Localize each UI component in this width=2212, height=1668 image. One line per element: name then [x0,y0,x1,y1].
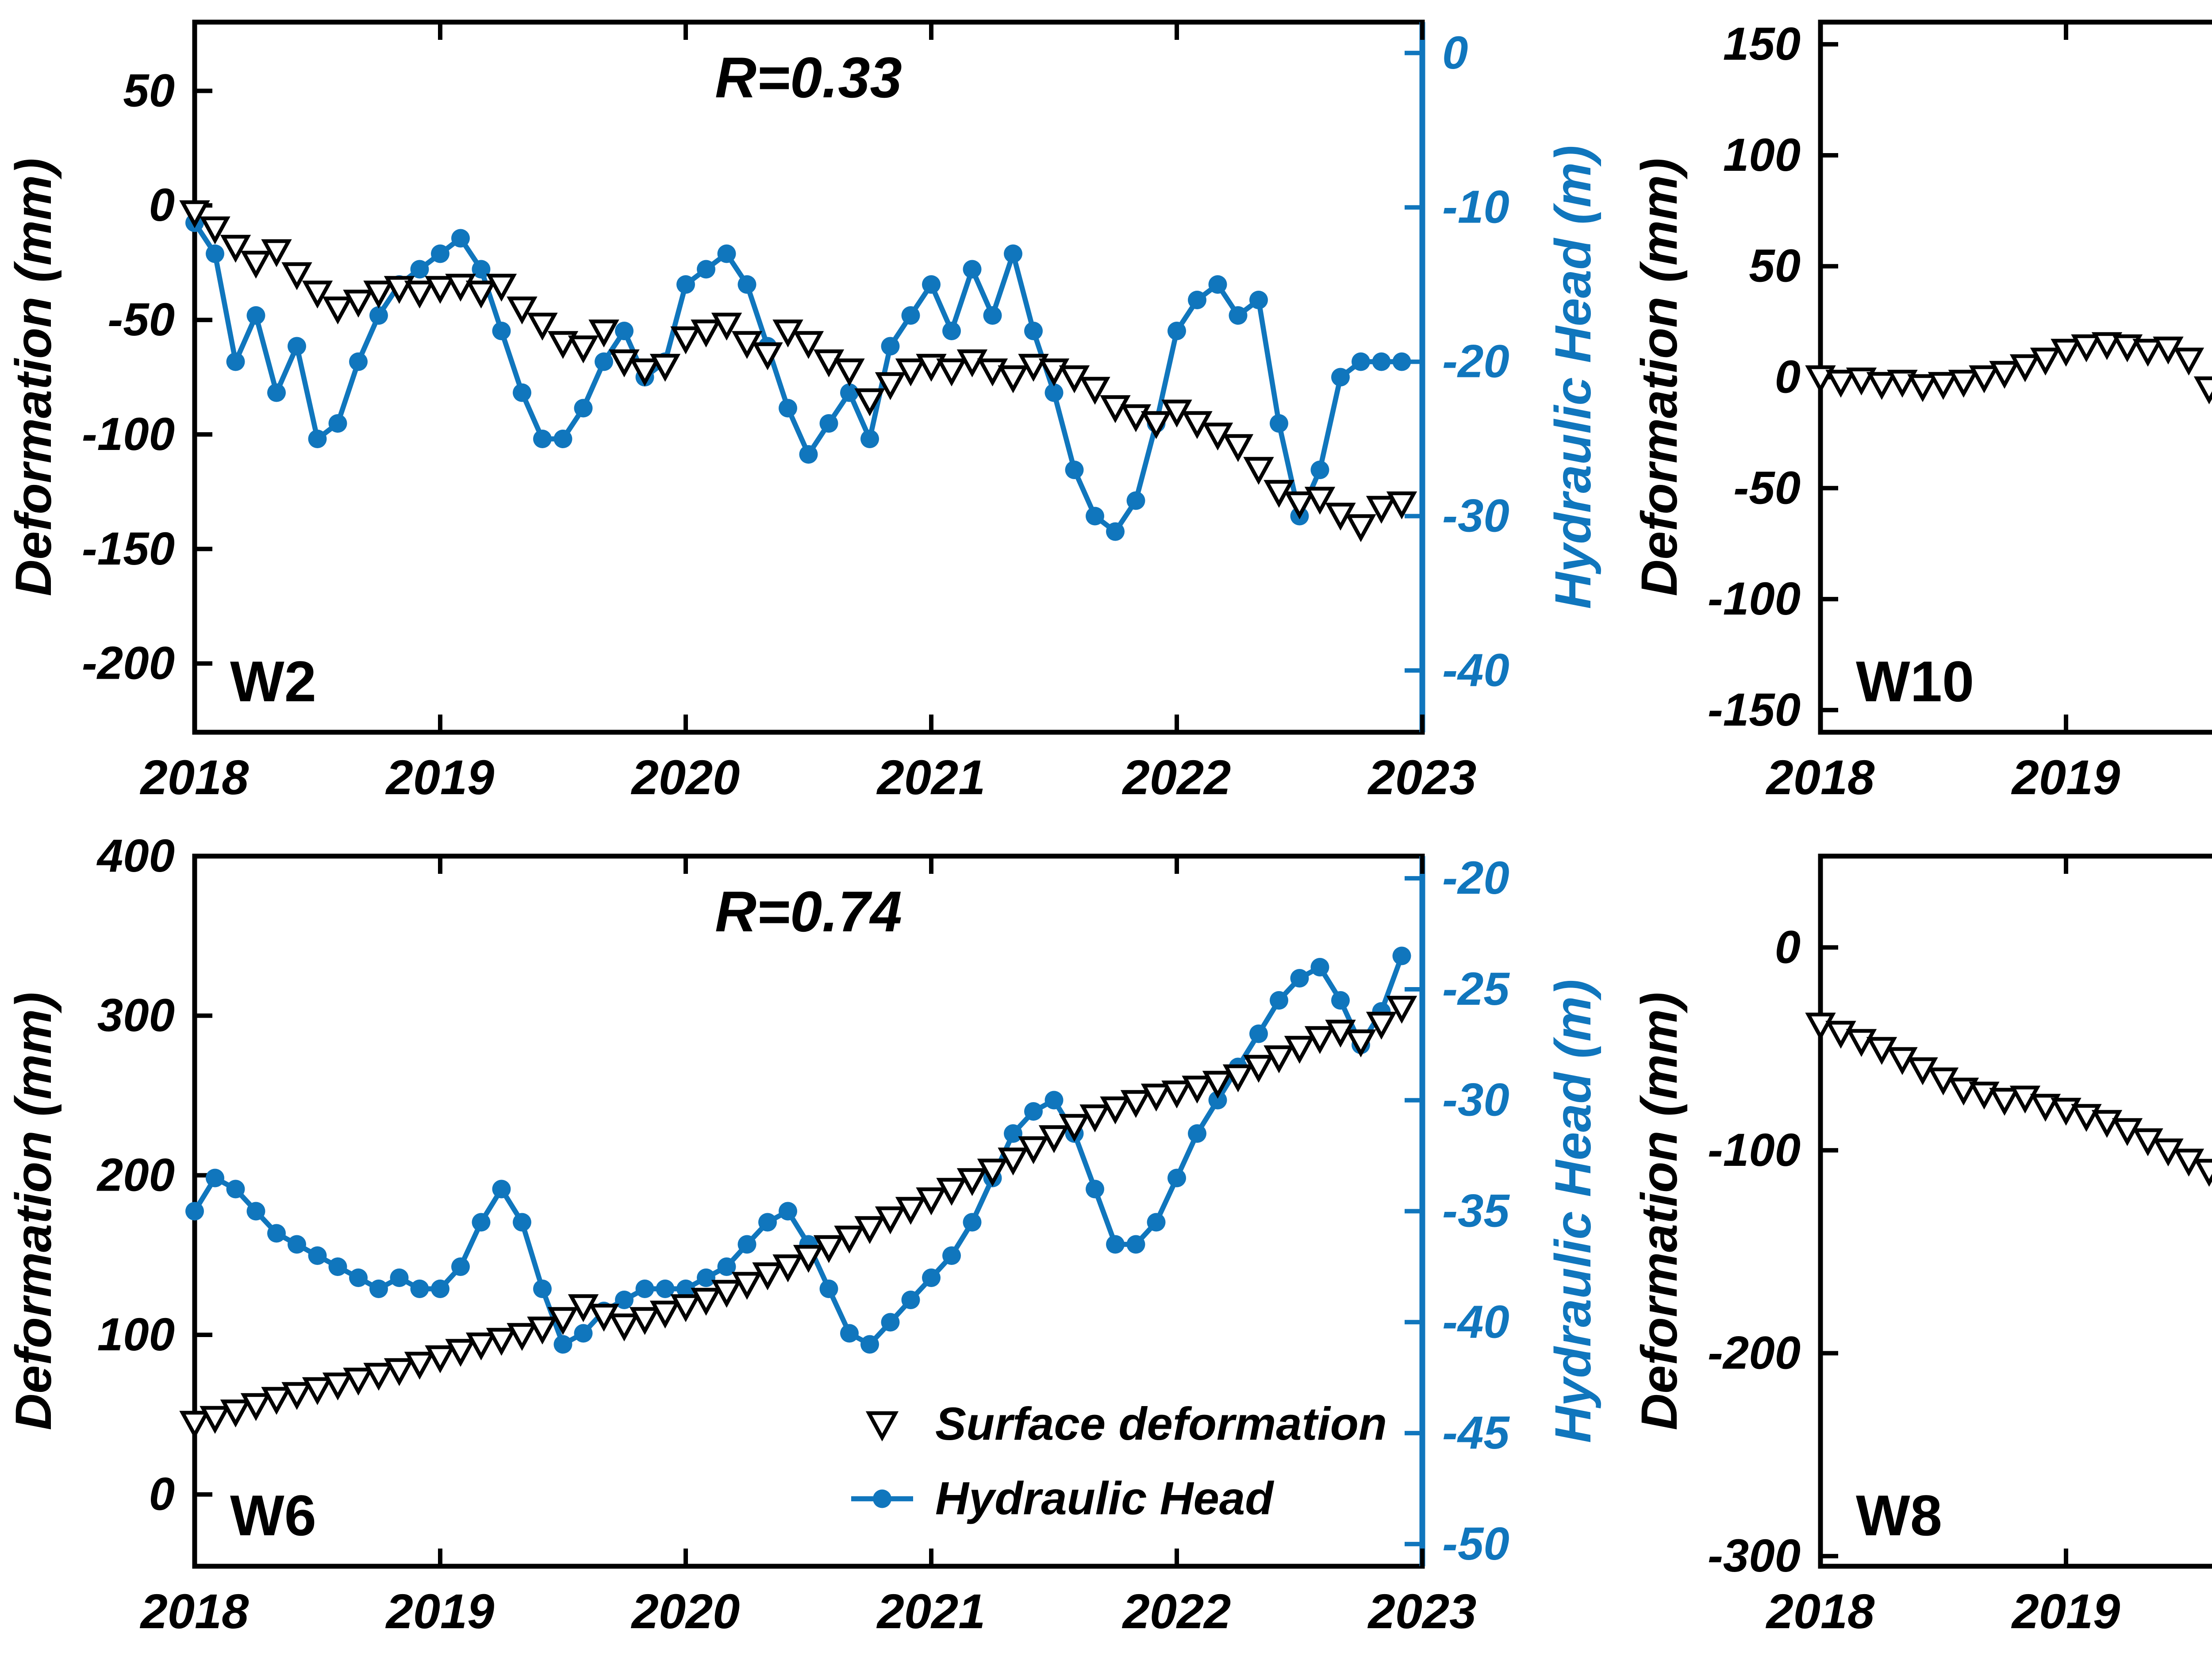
surface-deformation-series [1809,316,2212,405]
panel-w8: 2018201920202021202220230-100-200-300-40… [1626,834,2212,1668]
svg-text:Deformation (mm): Deformation (mm) [5,992,62,1430]
svg-text:-10: -10 [1442,181,1509,233]
svg-text:Deformation (mm): Deformation (mm) [5,158,62,596]
hydraulic-head-series [185,947,1411,1354]
svg-text:100: 100 [97,1309,175,1361]
svg-text:0: 0 [149,1468,175,1520]
legend: Surface deformation Hydraulic Head [851,1398,1387,1525]
svg-text:0: 0 [149,179,175,231]
chart-w10: 201820192020202120222023150100500-50-100… [1626,0,2212,834]
r-value-label: R=0.74 [715,879,902,944]
svg-text:-40: -40 [1442,644,1509,696]
svg-text:2019: 2019 [385,1584,495,1639]
svg-text:-100: -100 [82,408,175,460]
svg-text:2018: 2018 [140,1584,250,1639]
svg-text:Deformation (mm): Deformation (mm) [1631,992,1688,1430]
svg-text:400: 400 [96,834,175,882]
svg-text:-20: -20 [1442,336,1509,388]
surface-deformation-series [1809,1015,2212,1365]
well-label: W2 [230,649,316,714]
plot-box [195,856,1422,1566]
triangle-down-icon [869,1413,895,1437]
well-label: W10 [1856,649,1974,714]
svg-text:-50: -50 [108,294,175,346]
plot-box [195,22,1422,732]
svg-text:Hydraulic Head: Hydraulic Head [935,1473,1274,1525]
svg-text:-100: -100 [1708,573,1801,625]
svg-text:-150: -150 [1708,684,1801,736]
svg-text:2023: 2023 [1367,750,1477,805]
svg-text:0: 0 [1775,351,1801,403]
svg-text:2018: 2018 [140,750,250,805]
surface-deformation-series [183,998,1414,1435]
svg-text:-150: -150 [82,523,175,575]
svg-text:2022: 2022 [1122,1584,1231,1639]
well-label: W6 [230,1483,316,1548]
svg-text:Hydraulic Head (m): Hydraulic Head (m) [1545,979,1601,1443]
svg-text:-50: -50 [1733,462,1801,514]
svg-text:-20: -20 [1442,852,1509,904]
svg-text:Deformation (mm): Deformation (mm) [1631,158,1688,596]
svg-text:-35: -35 [1442,1185,1510,1237]
svg-text:-30: -30 [1442,490,1509,542]
panel-w10: 201820192020202120222023150100500-50-100… [1626,0,2212,834]
svg-text:2022: 2022 [1122,750,1231,805]
svg-text:Surface deformation: Surface deformation [935,1398,1387,1450]
svg-text:-30: -30 [1442,1074,1509,1126]
svg-text:2019: 2019 [385,750,495,805]
svg-text:2019: 2019 [2011,750,2120,805]
svg-text:0: 0 [1775,921,1801,973]
svg-text:-45: -45 [1442,1407,1510,1459]
svg-text:2020: 2020 [631,750,740,805]
svg-text:2018: 2018 [1766,1584,1875,1639]
surface-deformation-series [183,202,1414,538]
chart-w8: 2018201920202021202220230-100-200-300-40… [1626,834,2212,1668]
svg-text:-200: -200 [1708,1327,1801,1379]
svg-text:-50: -50 [1442,1518,1509,1570]
svg-text:2021: 2021 [876,750,986,805]
svg-text:0: 0 [1442,27,1468,79]
svg-text:150: 150 [1723,18,1801,70]
svg-text:-200: -200 [82,638,175,689]
svg-text:2023: 2023 [1367,1584,1477,1639]
plot-box [1820,856,2212,1566]
svg-text:50: 50 [1749,240,1801,292]
svg-text:2020: 2020 [631,1584,740,1639]
svg-text:-25: -25 [1442,963,1510,1015]
well-label: W8 [1856,1483,1942,1548]
svg-text:-100: -100 [1708,1124,1801,1176]
hydraulic-head-series [185,214,1411,541]
r-value-label: R=0.33 [715,45,902,110]
svg-text:Hydraulic Head (m): Hydraulic Head (m) [1545,145,1601,609]
svg-text:2019: 2019 [2011,1584,2120,1639]
svg-text:-40: -40 [1442,1296,1509,1348]
svg-text:-300: -300 [1708,1530,1801,1582]
svg-text:300: 300 [97,990,175,1042]
panel-w6: 2018 2019 2020 2021 2022 2023 400 300 200 100 0 -20… [0,834,1626,1668]
svg-text:2021: 2021 [876,1584,986,1639]
svg-text:100: 100 [1723,129,1801,181]
svg-text:2018: 2018 [1766,750,1875,805]
svg-text:200: 200 [96,1149,175,1201]
svg-text:50: 50 [123,65,175,116]
chart-w6: 2018 2019 2020 2021 2022 2023 400 300 200 100 0 -20… [0,834,1626,1668]
